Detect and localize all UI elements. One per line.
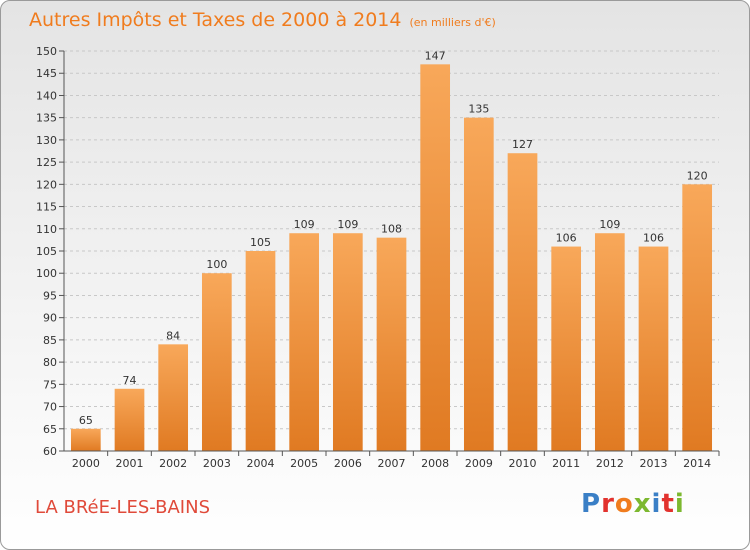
bar-value-label: 120 [687, 169, 708, 182]
x-tick-label: 2008 [421, 457, 449, 470]
bar [420, 64, 451, 452]
y-tick-label: 135 [36, 112, 57, 125]
y-tick-label: 105 [36, 245, 57, 258]
y-tick-label: 75 [43, 378, 57, 391]
y-tick-label: 70 [43, 401, 57, 414]
bar [289, 233, 320, 451]
logo-letter: i [674, 489, 685, 519]
y-tick-label: 60 [43, 445, 57, 458]
bar-value-label: 84 [166, 329, 180, 342]
bar-value-label: 127 [512, 138, 533, 151]
y-tick-label: 115 [36, 201, 57, 214]
y-tick-label: 140 [36, 89, 57, 102]
bar [463, 117, 494, 452]
bar-value-label: 109 [337, 218, 358, 231]
bar [201, 273, 232, 451]
chart-subtitle: (en milliers d'€) [409, 16, 496, 29]
chart-title: Autres Impôts et Taxes de 2000 à 2014 (en… [29, 9, 496, 31]
bars: 65 74 84 100 105 109 109 108 147 135 127 106 109 106 1… [70, 49, 713, 452]
y-tick-label: 145 [36, 67, 57, 80]
x-tick-label: 2014 [683, 457, 711, 470]
bar [114, 388, 145, 451]
x-tick-label: 2005 [290, 457, 318, 470]
x-tick-label: 2006 [334, 457, 362, 470]
chart-title-text: Autres Impôts et Taxes de 2000 à 2014 [29, 9, 402, 31]
y-tick-label: 85 [43, 334, 57, 347]
bar-value-label: 74 [123, 374, 137, 387]
y-tick-label: 125 [36, 156, 57, 169]
bar-value-label: 147 [425, 49, 446, 62]
bar [158, 344, 189, 451]
x-tick-label: 2001 [116, 457, 144, 470]
x-tick-label: 2000 [72, 457, 100, 470]
bar [638, 246, 669, 451]
x-tick-label: 2009 [465, 457, 493, 470]
x-tick-label: 2012 [596, 457, 624, 470]
logo-letter: i [651, 489, 662, 519]
bar-value-label: 109 [294, 218, 315, 231]
bar-value-label: 100 [206, 258, 227, 271]
x-tick-label: 2004 [247, 457, 275, 470]
logo-letter: x [633, 489, 652, 519]
bar-value-label: 135 [468, 103, 489, 116]
bar-value-label: 106 [556, 232, 577, 245]
x-tick-label: 2010 [509, 457, 537, 470]
x-tick-label: 2003 [203, 457, 231, 470]
bar-value-label: 65 [79, 414, 93, 427]
x-tick-label: 2013 [640, 457, 668, 470]
bar [594, 233, 625, 451]
bar [245, 251, 276, 451]
commune-name: LA BRéE-LES-BAINS [35, 497, 211, 518]
bar [682, 184, 713, 452]
bar [70, 428, 101, 451]
bar [376, 237, 407, 451]
bar [507, 153, 538, 451]
bar-value-label: 106 [643, 232, 664, 245]
y-tick-label: 120 [36, 178, 57, 191]
y-tick-label: 130 [36, 134, 57, 147]
y-tick-label: 95 [43, 289, 57, 302]
proxiti-logo[interactable]: Proxiti [581, 489, 685, 519]
y-axis: 60 65 70 75 80 85 90 95 100 105 110 115 120 125 130 135… [36, 45, 65, 458]
y-tick-label: 80 [43, 356, 57, 369]
bar [551, 246, 582, 451]
x-tick-label: 2011 [552, 457, 580, 470]
logo-letter: t [661, 489, 675, 519]
bar-value-label: 109 [599, 218, 620, 231]
y-tick-label: 90 [43, 312, 57, 325]
logo-letter: r [601, 489, 615, 519]
logo-letter: P [581, 489, 602, 519]
bar-value-label: 108 [381, 223, 402, 236]
y-tick-label: 150 [36, 45, 57, 58]
x-tick-label: 2002 [159, 457, 187, 470]
x-tick-label: 2007 [378, 457, 406, 470]
bar [332, 233, 363, 451]
y-tick-label: 110 [36, 223, 57, 236]
y-tick-label: 100 [36, 267, 57, 280]
x-axis: 2000 2001 2002 2003 2004 2005 2006 2007 2008 2009… [64, 450, 720, 470]
y-tick-label: 65 [43, 423, 57, 436]
bar-value-label: 105 [250, 236, 271, 249]
logo-letter: o [614, 489, 634, 519]
